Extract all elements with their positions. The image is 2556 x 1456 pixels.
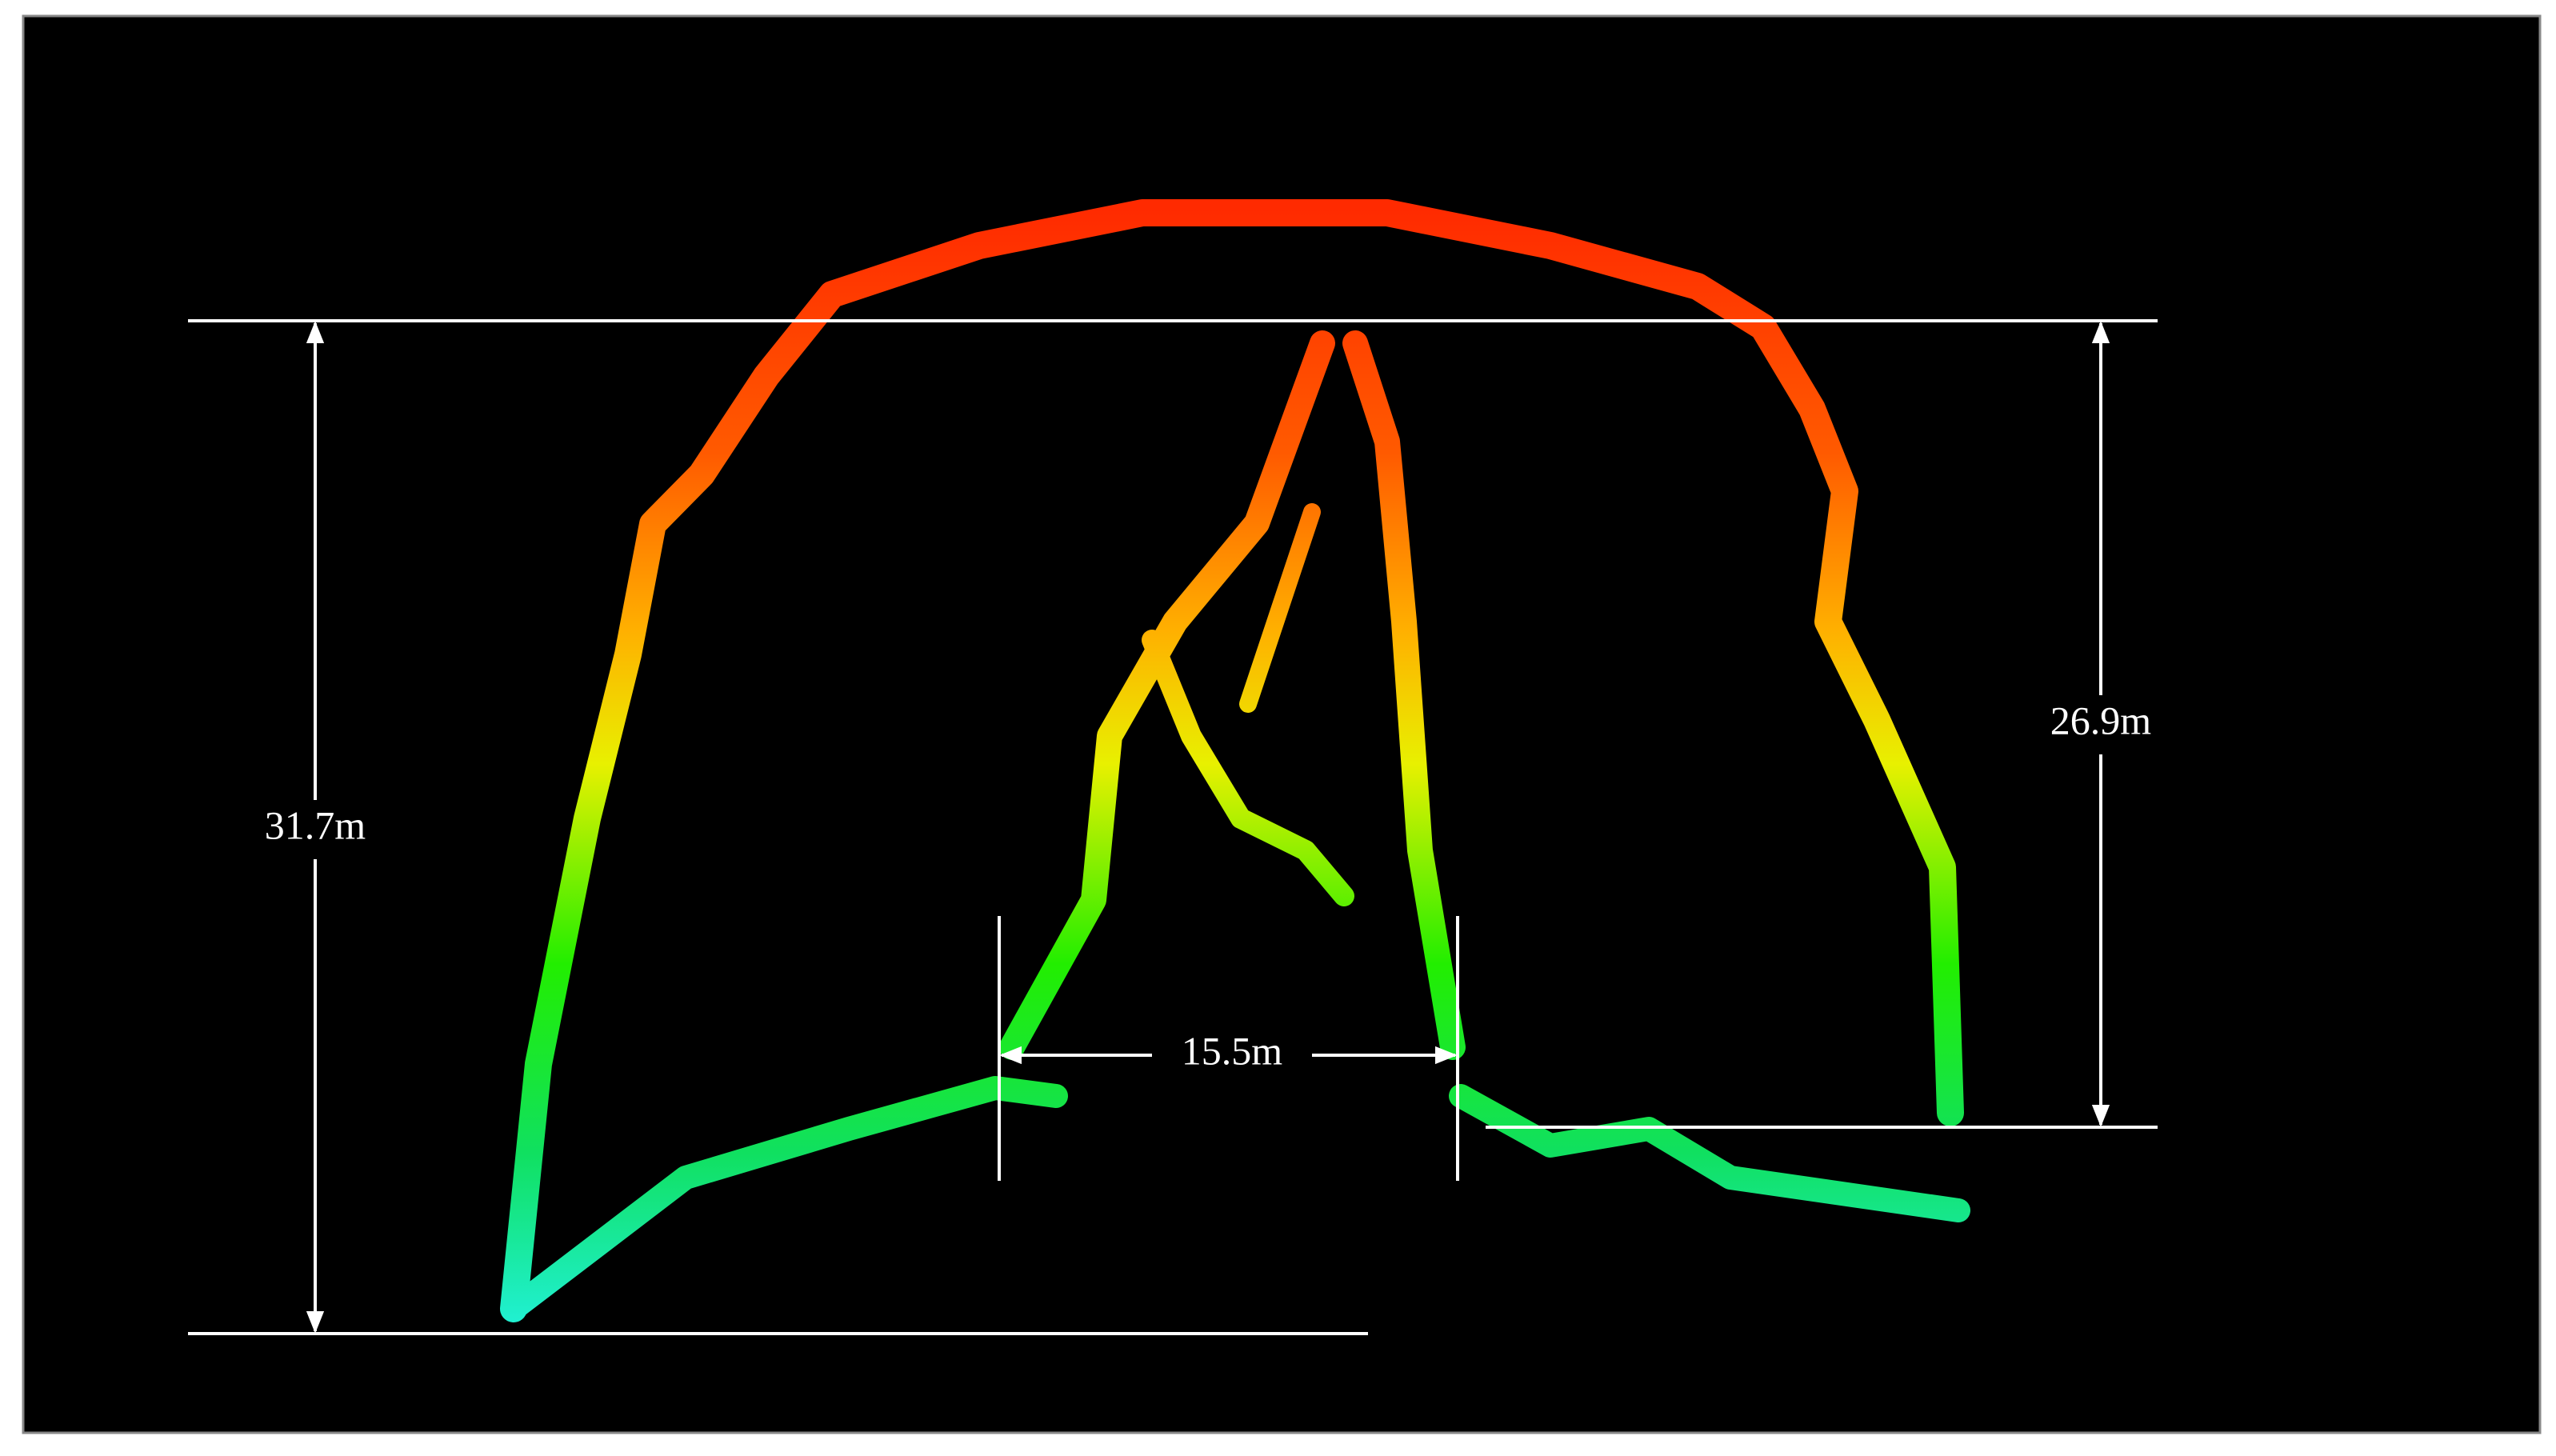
left-height-label: 31.7m <box>265 802 366 847</box>
floor-left <box>502 1076 1068 1321</box>
right-height-label: 26.9m <box>2050 698 2152 742</box>
arch <box>500 199 1964 1322</box>
point-cloud <box>500 199 1970 1322</box>
pillar-inner <box>1142 630 1354 906</box>
label-bg <box>2026 695 2176 754</box>
pillar-inner-2 <box>1239 503 1321 713</box>
bottom-width-label: 15.5m <box>1182 1028 1283 1073</box>
label-bg <box>240 800 390 859</box>
pillar-left <box>999 330 1335 1060</box>
pillar-right <box>1342 330 1466 1060</box>
label-bg <box>1152 1027 1312 1083</box>
